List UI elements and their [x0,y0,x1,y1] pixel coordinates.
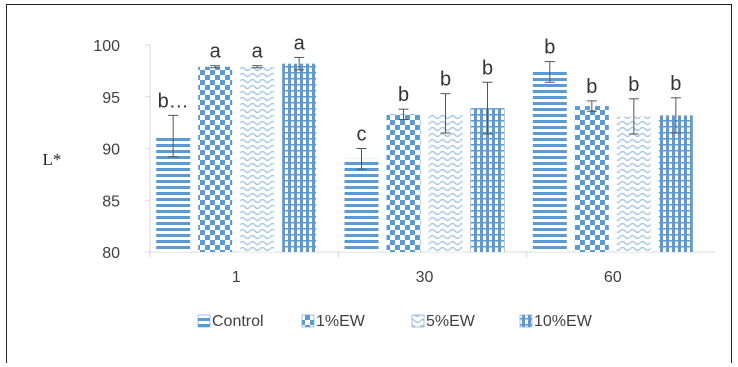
significance-label: b [670,73,681,95]
y-tick-label: 95 [102,90,120,107]
bar [282,63,317,252]
significance-label: b [544,37,555,59]
bar [574,106,609,252]
bar [240,66,275,252]
legend-label: 1%EW [316,313,366,330]
significance-label: b [440,69,451,91]
bar [532,71,567,252]
chart-frame [6,4,732,363]
bar [198,66,233,252]
legend-swatch [519,314,533,328]
bar [658,115,693,252]
y-tick-label: 85 [102,193,120,210]
chart-axes: 80 85 90 95 100 L* 1 30 60 [43,38,715,286]
x-tick-label: 60 [604,269,622,286]
significance-label: b [482,57,493,79]
legend-label: 10%EW [534,313,593,330]
legend-swatch [197,314,211,328]
significance-label: a [210,41,222,63]
significance-label: b [628,74,639,96]
y-tick-label: 80 [102,245,120,262]
significance-label: b [398,84,409,106]
significance-label: c [357,124,367,146]
bar [386,114,421,252]
y-tick-label: 100 [93,38,120,55]
significance-label: a [252,41,264,63]
significance-label: b [586,76,597,98]
x-tick-label: 30 [416,269,434,286]
significance-label: b… [158,90,189,112]
legend-swatch [301,314,315,328]
bar [344,158,379,252]
legend-swatch [411,314,425,328]
x-tick-label: 1 [232,269,241,286]
legend-label: 5%EW [426,313,476,330]
y-tick-label: 90 [102,142,120,159]
legend-label: Control [212,313,264,330]
bar [428,113,463,252]
legend: Control 1%EW 5%EW 10%EW [197,313,593,330]
y-axis-label: L* [43,150,62,169]
bar-marks: b… a a a c b b b b b b b [156,32,693,252]
bar [616,116,651,252]
significance-label: a [294,32,306,54]
